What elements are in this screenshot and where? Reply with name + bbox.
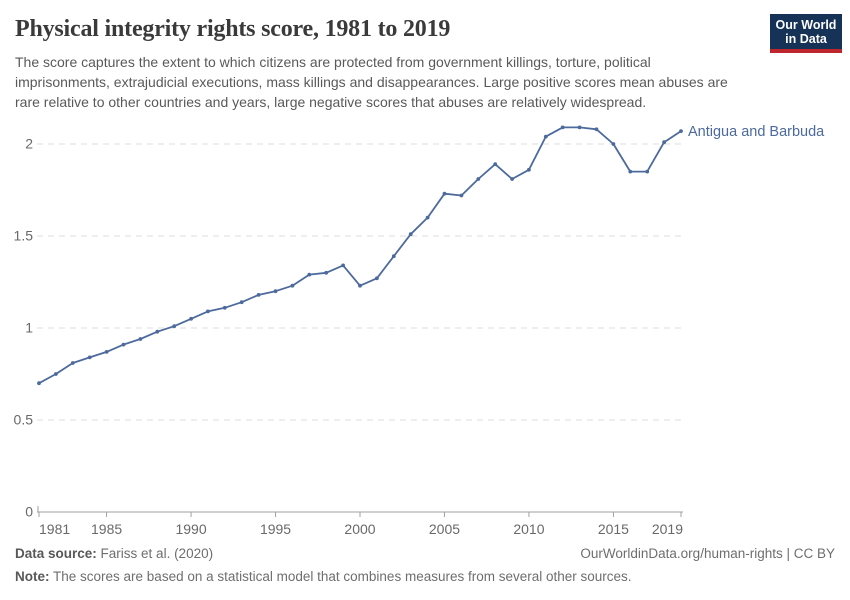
data-source-line: Data source: Fariss et al. (2020) xyxy=(15,546,213,561)
data-point[interactable] xyxy=(290,283,295,288)
data-point[interactable] xyxy=(375,276,379,281)
data-point[interactable] xyxy=(189,316,194,321)
data-point[interactable] xyxy=(54,372,58,376)
data-point[interactable] xyxy=(358,283,362,288)
x-tick-label: 2000 xyxy=(344,521,375,537)
y-tick-label: 2 xyxy=(25,136,33,152)
data-point[interactable] xyxy=(87,355,92,360)
data-source-value: Fariss et al. (2020) xyxy=(100,546,214,561)
series-entity-label[interactable]: Antigua and Barbuda xyxy=(688,124,825,140)
data-point[interactable] xyxy=(476,177,481,181)
x-tick-label: 1981 xyxy=(39,521,70,537)
data-point[interactable] xyxy=(510,177,514,181)
data-point[interactable] xyxy=(679,129,683,134)
y-tick-label: 1 xyxy=(25,320,33,336)
page-title: Physical integrity rights score, 1981 to… xyxy=(15,16,451,42)
series-line xyxy=(38,126,682,385)
data-point[interactable] xyxy=(662,140,666,145)
data-point[interactable] xyxy=(70,361,75,365)
note-text: The scores are based on a statistical mo… xyxy=(53,569,632,584)
data-point[interactable] xyxy=(138,337,143,341)
data-point[interactable] xyxy=(577,125,582,130)
data-point[interactable] xyxy=(560,125,565,130)
data-point[interactable] xyxy=(611,142,616,146)
data-point[interactable] xyxy=(645,169,650,174)
chart-subtitle: The score captures the extent to which c… xyxy=(15,54,728,110)
x-tick-label: 1990 xyxy=(175,521,206,537)
y-tick-label: 0.5 xyxy=(14,412,34,428)
x-tick-label: 1985 xyxy=(91,521,122,537)
data-point[interactable] xyxy=(341,263,345,268)
data-point[interactable] xyxy=(459,193,464,198)
data-point[interactable] xyxy=(121,342,126,347)
data-point[interactable] xyxy=(256,293,261,297)
x-tick-label: 2010 xyxy=(513,521,544,537)
data-point[interactable] xyxy=(206,309,210,314)
data-point[interactable] xyxy=(239,300,244,305)
data-point[interactable] xyxy=(307,272,312,277)
data-point[interactable] xyxy=(594,127,599,132)
x-tick-label: 2015 xyxy=(598,521,629,537)
data-point[interactable] xyxy=(408,232,413,237)
data-point[interactable] xyxy=(37,381,41,386)
y-tick-label: 1.5 xyxy=(14,228,34,244)
data-point[interactable] xyxy=(273,289,278,294)
owid-logo[interactable]: Our World in Data xyxy=(770,14,842,53)
data-point[interactable] xyxy=(391,254,396,259)
data-point[interactable] xyxy=(172,324,177,329)
x-tick-label: 1995 xyxy=(260,521,291,537)
x-tick-label: 2019 xyxy=(652,521,683,537)
data-point[interactable] xyxy=(442,191,447,196)
credit-link[interactable]: OurWorldinData.org/human-rights | CC BY xyxy=(580,546,835,561)
owid-logo-line2: in Data xyxy=(785,32,827,46)
chart-footer: Data source: Fariss et al. (2020) OurWor… xyxy=(15,546,835,584)
x-tick-label: 2005 xyxy=(429,521,460,537)
data-point[interactable] xyxy=(104,350,109,354)
data-point[interactable] xyxy=(324,270,329,275)
owid-logo-line1: Our World xyxy=(775,18,837,32)
note-label: Note: xyxy=(15,569,50,584)
data-point[interactable] xyxy=(543,134,548,139)
data-point[interactable] xyxy=(493,162,498,167)
data-source-label: Data source: xyxy=(15,546,97,561)
data-point[interactable] xyxy=(155,329,160,334)
data-point[interactable] xyxy=(425,215,430,220)
data-point[interactable] xyxy=(527,167,531,172)
y-tick-label: 0 xyxy=(25,504,33,520)
data-point[interactable] xyxy=(222,305,227,310)
data-point[interactable] xyxy=(628,169,633,174)
